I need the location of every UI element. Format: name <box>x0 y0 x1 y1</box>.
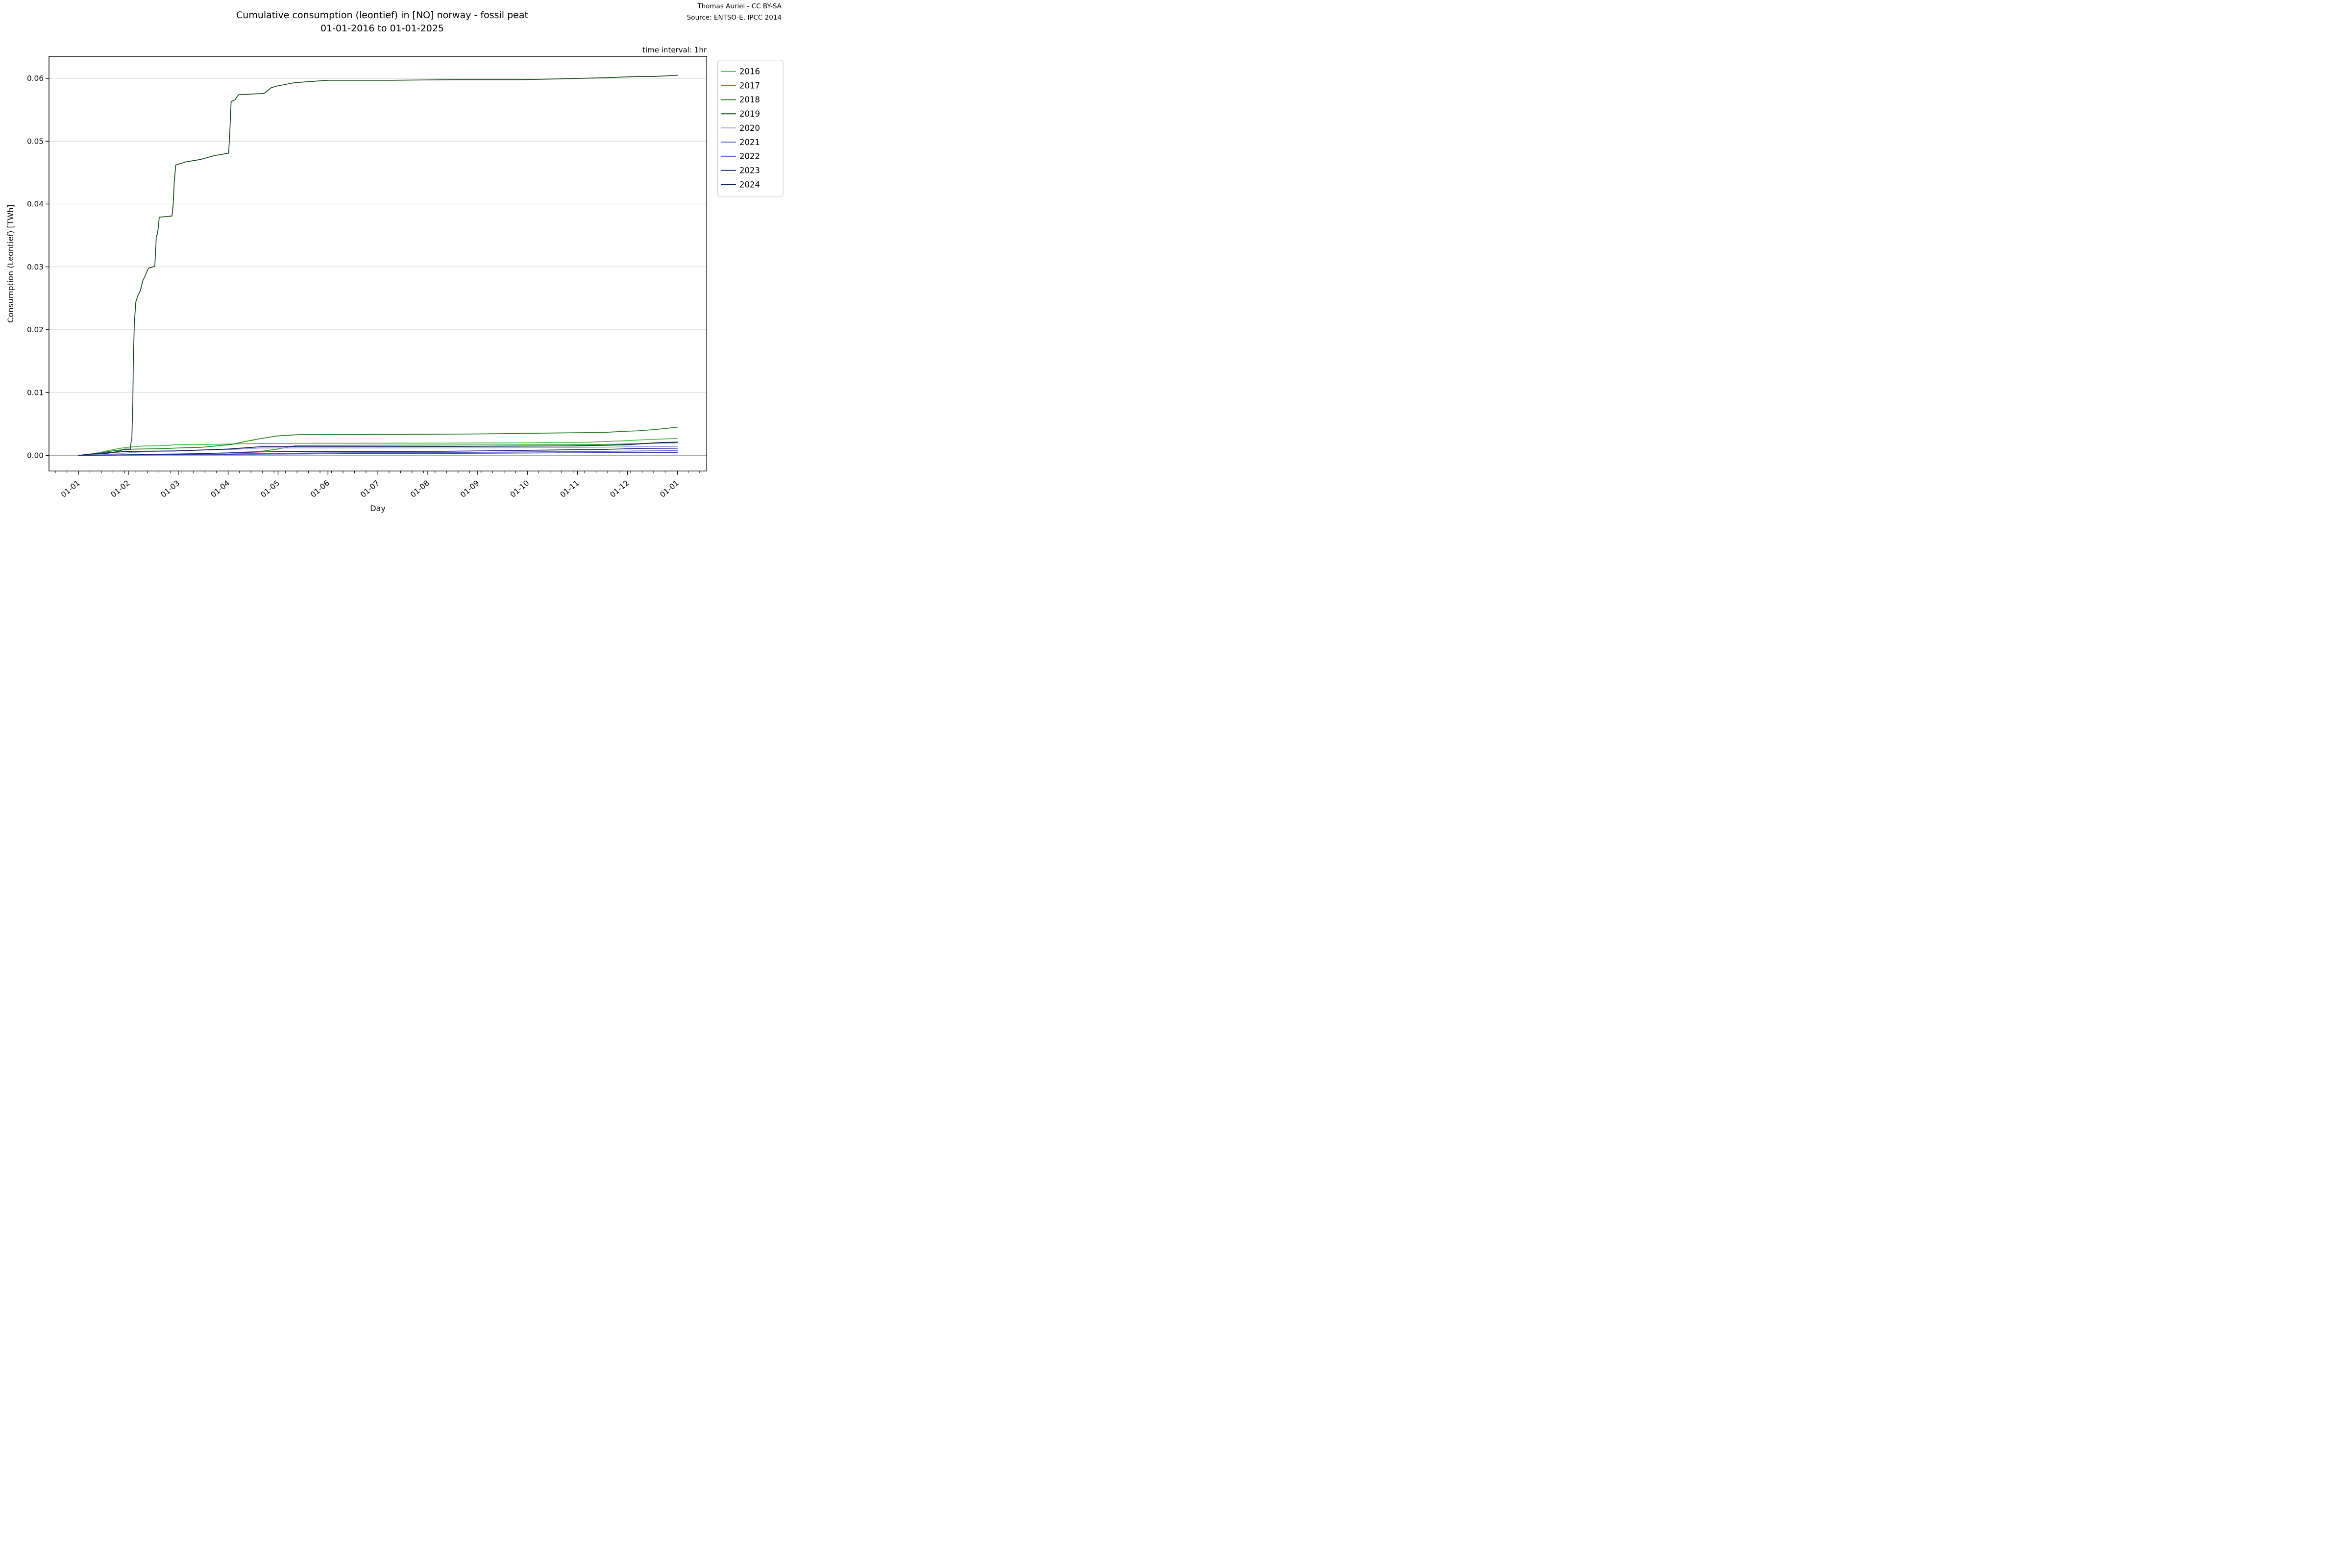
legend-label-2023: 2023 <box>739 166 760 175</box>
y-tick-label: 0.01 <box>27 388 44 397</box>
x-tick-label: 01-06 <box>309 479 331 499</box>
y-tick-label: 0.04 <box>27 200 44 209</box>
legend-label-2020: 2020 <box>739 123 760 133</box>
y-gridlines <box>49 78 707 456</box>
legend-frame <box>717 60 784 197</box>
chart-title-line1: Cumulative consumption (leontief) in [NO… <box>236 10 528 21</box>
legend-label-2022: 2022 <box>739 152 760 161</box>
y-tick-label: 0.06 <box>27 74 44 83</box>
y-tick-label: 0.02 <box>27 325 44 334</box>
time-interval-note: time interval: 1hr <box>642 46 707 54</box>
legend-label-2019: 2019 <box>739 109 760 119</box>
series-line-2019 <box>78 74 678 456</box>
x-tick-label: 01-01 <box>59 479 82 499</box>
plot-frame <box>49 56 708 471</box>
x-tick-label: 01-04 <box>209 479 232 499</box>
y-tick-label: 0.03 <box>27 263 44 271</box>
y-tick-label: 0.05 <box>27 137 44 146</box>
axes-frame <box>49 56 708 471</box>
x-tick-label: 01-08 <box>409 479 431 499</box>
series-line-2016 <box>78 438 678 456</box>
x-tick-label: 01-07 <box>359 479 381 499</box>
legend-label-2024: 2024 <box>739 180 760 189</box>
x-tick-label: 01-12 <box>608 479 631 499</box>
y-axis-label: Consumption (Leontief) [TWh] <box>6 204 15 322</box>
attribution-author: Thomas Auriel - CC BY-SA <box>697 2 782 10</box>
chart-title-line2: 01-01-2016 to 01-01-2025 <box>320 23 444 34</box>
attribution-source: Source: ENTSO-E, IPCC 2014 <box>687 14 782 22</box>
x-tick-label: 01-09 <box>459 479 481 499</box>
chart-canvas: 0.00 0.01 0.02 0.03 0.04 0.05 0.06 01-01 01-02 01… <box>6 2 784 513</box>
y-tick-label: 0.00 <box>27 451 44 460</box>
x-tick-label: 01-10 <box>509 479 531 499</box>
series-line-2023 <box>78 447 678 456</box>
x-tick-label: 01-01 <box>658 479 681 499</box>
legend-box: 2016 2017 2018 2019 2020 2021 2022 2023 2024 <box>717 60 784 197</box>
legend-label-2016: 2016 <box>739 67 760 76</box>
series-lines <box>78 74 678 456</box>
x-axis-label: Day <box>370 504 386 513</box>
axis-ticks <box>46 78 700 475</box>
x-tick-label: 01-02 <box>109 479 132 499</box>
legend-label-2021: 2021 <box>739 138 760 147</box>
series-line-2022 <box>78 452 678 456</box>
legend-label-2018: 2018 <box>739 95 760 104</box>
x-tick-label: 01-05 <box>259 479 281 499</box>
x-tick-label: 01-11 <box>559 479 581 499</box>
x-tick-label: 01-03 <box>159 479 182 499</box>
figure: 0.00 0.01 0.02 0.03 0.04 0.05 0.06 01-01 01-02 01… <box>0 0 784 523</box>
series-line-2020 <box>78 446 678 456</box>
axis-tick-labels: 0.00 0.01 0.02 0.03 0.04 0.05 0.06 01-01 01-02 01… <box>27 74 681 499</box>
series-line-2024 <box>78 441 678 456</box>
legend-label-2017: 2017 <box>739 81 760 90</box>
